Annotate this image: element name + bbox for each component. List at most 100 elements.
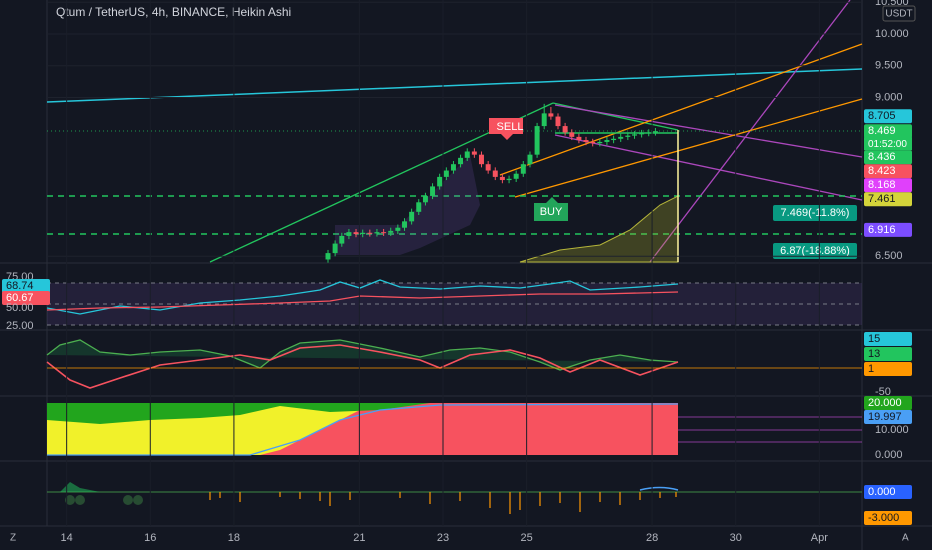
indicator-label: 0.000 [875, 449, 903, 461]
trend-area [47, 403, 430, 424]
indicator-badge [864, 511, 912, 525]
momentum-dot [65, 495, 75, 505]
buy-signal [534, 197, 568, 221]
target-badge [773, 243, 857, 259]
x-tick-label: 30 [730, 532, 742, 544]
candle-body [646, 132, 652, 134]
candle-body [520, 164, 526, 174]
indicator-label: 15 [868, 333, 880, 345]
indicator-label: 10.000 [875, 424, 909, 436]
indicator-badge [864, 362, 912, 376]
x-tick-label: 25 [521, 532, 533, 544]
y-tick-label: 10.000 [875, 28, 909, 40]
candle-body [388, 230, 394, 233]
indicator-badge [864, 410, 912, 424]
target-badge [773, 205, 857, 221]
x-tick-label: Apr [811, 532, 828, 544]
indicator-label: 1 [868, 363, 874, 375]
target-label: 7.469(-11.8%) [781, 207, 850, 219]
countdown: 01:52:00 [868, 139, 907, 150]
candle-body [513, 173, 519, 179]
candle-body [367, 232, 373, 234]
candle-body [409, 211, 415, 222]
toolbar-icon[interactable]: Z [10, 533, 16, 544]
candle-body [611, 138, 617, 141]
candle-body [458, 157, 464, 165]
currency: USDT [885, 9, 912, 20]
candle-body [339, 235, 345, 244]
candle-body [381, 232, 387, 234]
sell-signal [489, 118, 523, 140]
candle-body [548, 113, 554, 117]
toolbar-icon[interactable]: A [902, 533, 909, 544]
trend-histogram [47, 403, 862, 456]
price-label: 8.469 [868, 125, 896, 137]
candle-body [527, 154, 533, 165]
indicator-label: 20.000 [868, 397, 902, 409]
indicator-label: 25.00 [6, 320, 34, 332]
price-label: 6.916 [868, 224, 896, 236]
candle-body [360, 232, 366, 235]
x-tick-label: 18 [228, 532, 240, 544]
price-badge [864, 124, 912, 139]
indicator-label: 0.000 [868, 486, 896, 498]
momentum-dot [123, 495, 133, 505]
trend-line [46, 68, 863, 103]
indicator-label: 60.67 [6, 292, 34, 304]
candle-body [499, 176, 505, 181]
momentum-area [60, 482, 100, 492]
rsi-line [46, 279, 679, 315]
y-tick-label: 9.500 [875, 60, 903, 72]
candle-body [604, 140, 610, 142]
candle-body [597, 141, 603, 144]
channel-line [554, 134, 863, 201]
candle-body [576, 136, 582, 141]
price-badge [864, 150, 912, 165]
candle-body [332, 243, 338, 254]
candle-body [485, 164, 491, 171]
buy-label: BUY [540, 206, 563, 218]
indicator-label: 19.997 [868, 411, 902, 423]
indicator-badge [2, 291, 50, 305]
candle-body [569, 132, 575, 137]
candle-body [430, 186, 436, 196]
indicator-label: 13 [868, 348, 880, 360]
indicator-badge [864, 332, 912, 346]
indicator-label: -3.000 [868, 512, 899, 524]
indicator-badge [864, 396, 912, 410]
indicator-label: 50.00 [6, 302, 34, 314]
indicator-badge [2, 279, 50, 293]
candle-body [437, 176, 443, 187]
candle-body [478, 154, 484, 165]
countdown-badge [864, 137, 912, 151]
trend-line [47, 403, 679, 456]
price-label: 8.436 [868, 151, 896, 163]
price-badge [864, 164, 912, 179]
candle-body [555, 116, 561, 127]
osc-line [46, 339, 679, 371]
candle-body [443, 170, 449, 177]
price-label: 7.461 [868, 193, 896, 205]
x-tick-label: 28 [646, 532, 658, 544]
candle-body [632, 134, 638, 136]
price-badge [864, 192, 912, 207]
price-label: 8.705 [868, 110, 896, 122]
x-tick-label: 23 [437, 532, 449, 544]
candle-body [402, 221, 408, 228]
candle-body [374, 232, 380, 234]
channel-line [552, 102, 679, 131]
candle-body [639, 133, 645, 135]
price-label: 8.423 [868, 165, 896, 177]
y-tick-label: 6.500 [875, 250, 903, 262]
x-tick-label: 14 [61, 532, 73, 544]
y-tick-label: 10.500 [875, 0, 909, 8]
price-label: 8.168 [868, 179, 896, 191]
candle-body [450, 164, 456, 171]
candle-body [492, 170, 498, 177]
indicator-label: -50 [875, 386, 891, 398]
channel-line [514, 98, 863, 198]
channel-line [554, 104, 863, 158]
